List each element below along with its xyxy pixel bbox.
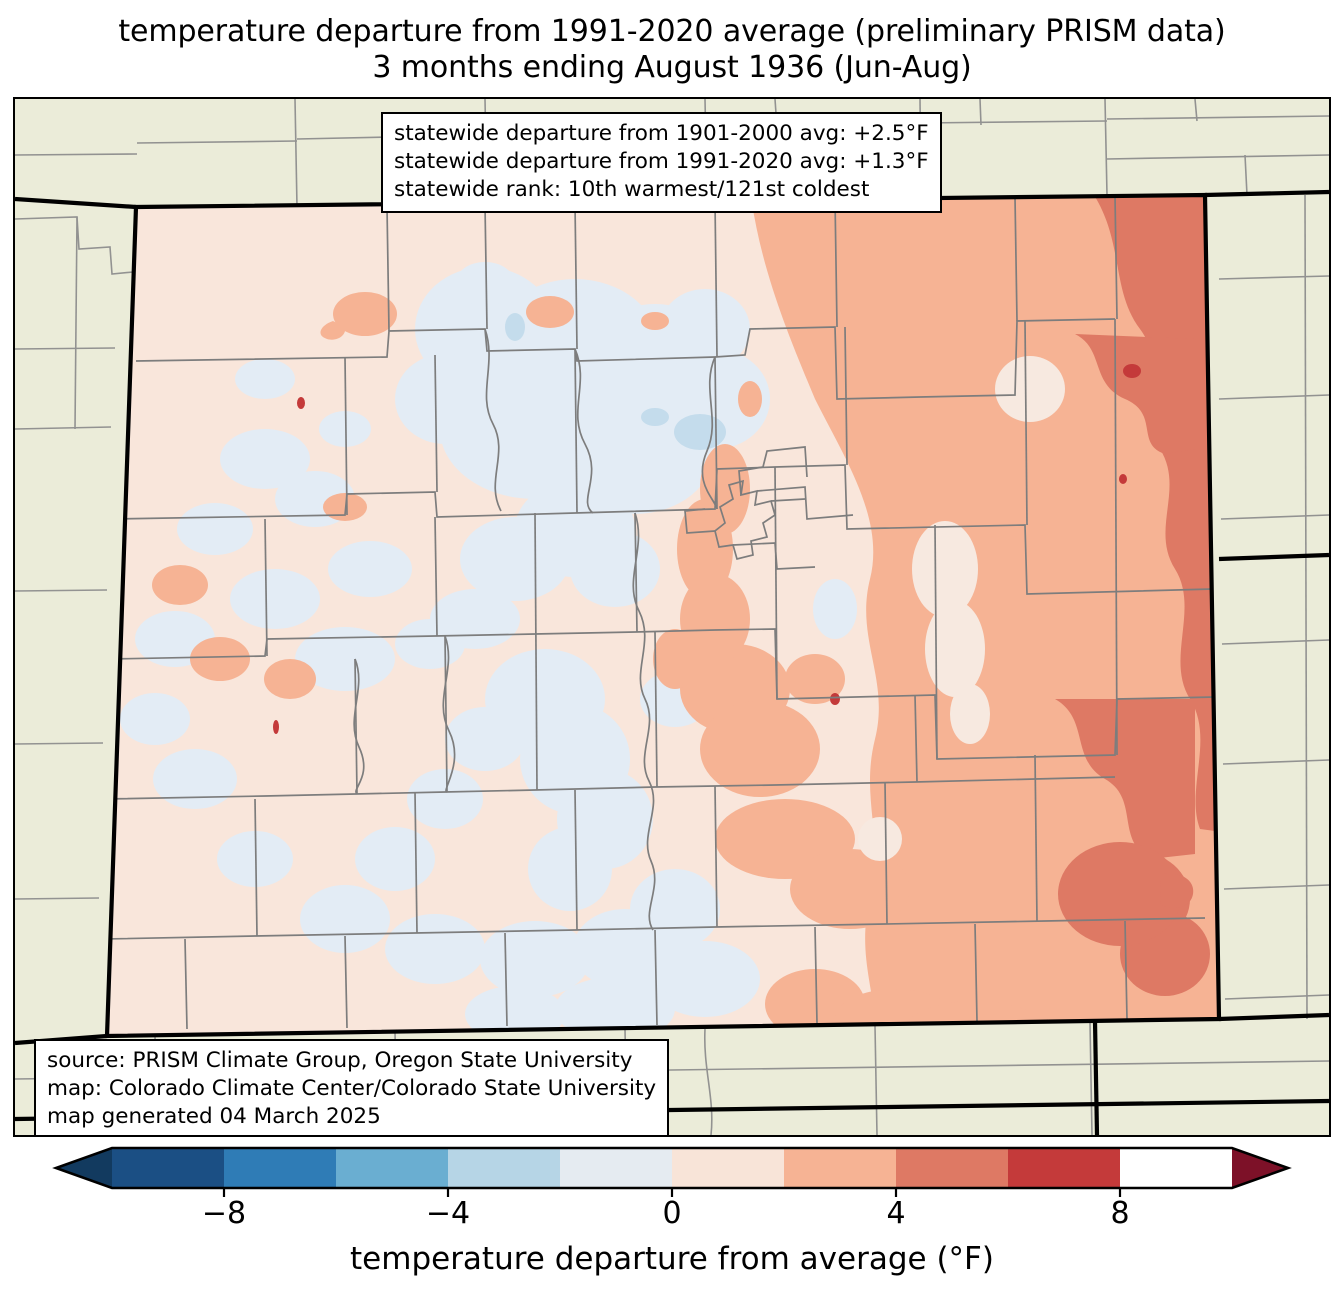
extreme-warm-specks: [273, 364, 1141, 734]
colorbar-band: [784, 1148, 896, 1188]
source-attribution-box: source: PRISM Climate Group, Oregon Stat…: [34, 1039, 670, 1135]
colorbar-extend-max: [1232, 1148, 1288, 1188]
colorbar-border: [52, 1146, 1292, 1190]
colorbar-axis-label: temperature departure from average (°F): [350, 1241, 994, 1277]
colorbar-band: [336, 1148, 448, 1188]
statewide-statistics-box: statewide departure from 1901-2000 avg: …: [381, 112, 942, 213]
isolated-warm-specks: [152, 292, 762, 699]
title-line-2: 3 months ending August 1936 (Jun-Aug): [372, 50, 972, 85]
source-line-1: source: PRISM Climate Group, Oregon Stat…: [47, 1048, 633, 1073]
colorbar-band: [896, 1148, 1008, 1188]
stats-line-2: statewide departure from 1991-2020 avg: …: [394, 148, 929, 174]
source-line-2: map: Colorado Climate Center/Colorado St…: [47, 1075, 657, 1101]
hot-anomaly-patches: [1055, 195, 1219, 996]
colorbar-tick-label: 4: [886, 1196, 906, 1231]
colorbar-tick-labels: −8 −4 0 4 8: [0, 1196, 1344, 1236]
colorbar-band-group: [56, 1148, 1288, 1188]
colorbar-outline: [52, 1146, 1292, 1190]
stats-line-1: statewide departure from 1901-2000 avg: …: [394, 121, 929, 146]
colorbar-tick-marks: [222, 1188, 1122, 1197]
neutral-pockets: [858, 356, 1065, 861]
colorbar-band: [224, 1148, 336, 1188]
colorbar-tick-label: −8: [201, 1196, 247, 1231]
colorado-temperature-departure-map: [15, 99, 1329, 1135]
colorbar-band: [448, 1148, 560, 1188]
colorbar-tick-label: −4: [425, 1196, 471, 1231]
colorbar-tick-label: 8: [1110, 1196, 1130, 1231]
colorbar-band: [1008, 1148, 1120, 1188]
page-title: temperature departure from 1991-2020 ave…: [0, 14, 1344, 86]
colorbar-band: [672, 1148, 784, 1188]
colorbar-band: [112, 1148, 224, 1188]
colorbar-tick-label: 0: [662, 1196, 682, 1231]
colorbar-swatches: [52, 1146, 1292, 1197]
source-line-3: map generated 04 March 2025: [47, 1103, 381, 1129]
colorbar: [0, 1142, 1344, 1202]
stats-line-3: statewide rank: 10th warmest/121st colde…: [394, 176, 870, 202]
map-frame: statewide departure from 1901-2000 avg: …: [13, 97, 1331, 1137]
colorbar-band: [560, 1148, 672, 1188]
title-line-1: temperature departure from 1991-2020 ave…: [118, 14, 1226, 49]
colorado-county-lines: [107, 195, 1216, 1030]
colorbar-extend-min: [56, 1148, 112, 1188]
